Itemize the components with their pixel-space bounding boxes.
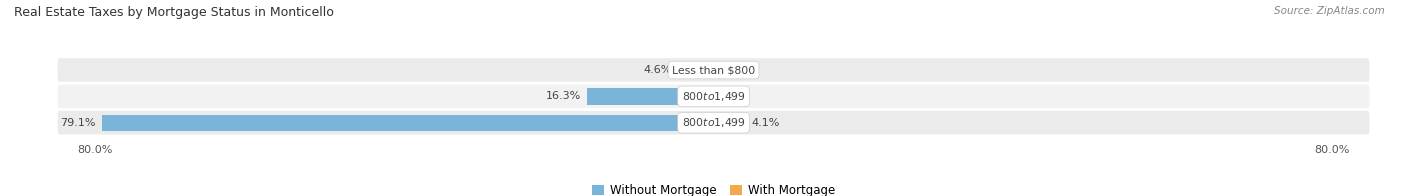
Legend: Without Mortgage, With Mortgage: Without Mortgage, With Mortgage — [588, 179, 839, 196]
Text: 16.3%: 16.3% — [546, 91, 581, 101]
Bar — [588, 88, 713, 104]
Text: 4.1%: 4.1% — [751, 118, 780, 128]
Bar — [678, 62, 713, 78]
Bar — [101, 114, 713, 131]
Bar — [713, 114, 745, 131]
Text: $800 to $1,499: $800 to $1,499 — [682, 90, 745, 103]
FancyBboxPatch shape — [56, 110, 1371, 136]
Text: $800 to $1,499: $800 to $1,499 — [682, 116, 745, 129]
FancyBboxPatch shape — [56, 57, 1371, 83]
Text: 4.6%: 4.6% — [644, 65, 672, 75]
Text: Real Estate Taxes by Mortgage Status in Monticello: Real Estate Taxes by Mortgage Status in … — [14, 6, 335, 19]
FancyBboxPatch shape — [56, 83, 1371, 110]
Text: Less than $800: Less than $800 — [672, 65, 755, 75]
Text: Source: ZipAtlas.com: Source: ZipAtlas.com — [1274, 6, 1385, 16]
Text: 79.1%: 79.1% — [60, 118, 96, 128]
Text: 0.0%: 0.0% — [720, 91, 748, 101]
Text: 0.0%: 0.0% — [720, 65, 748, 75]
